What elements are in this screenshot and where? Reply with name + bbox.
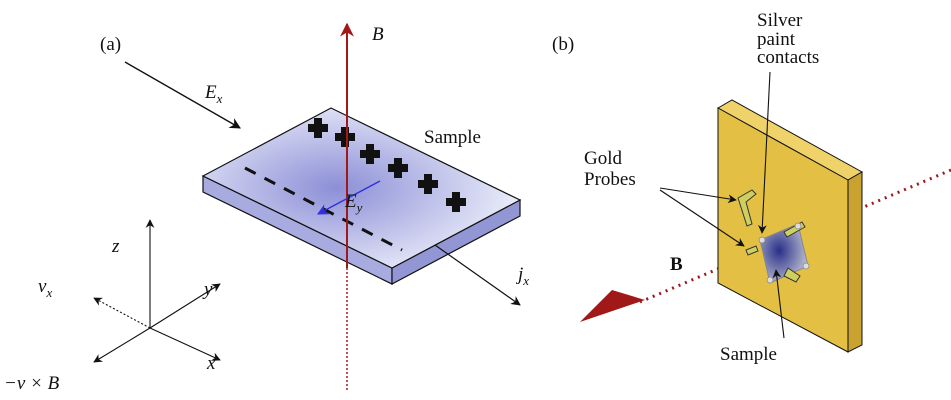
panel-label: (a) [100, 34, 121, 55]
sample-label: Sample [424, 127, 481, 148]
symbol: E [344, 191, 357, 212]
z-label: z [111, 236, 120, 257]
x-label: x [206, 353, 216, 374]
vx-label: vx [38, 276, 52, 300]
ex-label: Ex [204, 82, 223, 106]
figure: (a) B Ex Sample Ey jx z y x vx −v × B (b… [0, 0, 951, 400]
panel-label: (b) [552, 34, 574, 55]
jx-arrow [435, 245, 520, 305]
probes-label: Gold Probes [584, 148, 636, 190]
line: Probes [584, 169, 636, 190]
contacts-label: Silver paint contacts [757, 10, 819, 68]
symbol: j [515, 264, 523, 285]
plate-side [848, 172, 862, 352]
subscript: x [45, 285, 52, 300]
subscript: x [522, 273, 529, 288]
jx-label: jx [515, 264, 529, 288]
line: Gold [584, 148, 623, 169]
line: contacts [757, 47, 819, 68]
line: Silver [757, 10, 803, 31]
symbol: E [204, 82, 217, 103]
y-label: y [202, 279, 213, 300]
ex-arrow [125, 62, 240, 128]
b-label: B [670, 254, 683, 275]
subscript: x [216, 91, 223, 106]
subscript: y [355, 200, 363, 215]
b-label: B [372, 24, 384, 45]
force-label: −v × B [4, 373, 60, 394]
sample-label: Sample [720, 344, 777, 365]
b-arrowhead [580, 290, 645, 322]
